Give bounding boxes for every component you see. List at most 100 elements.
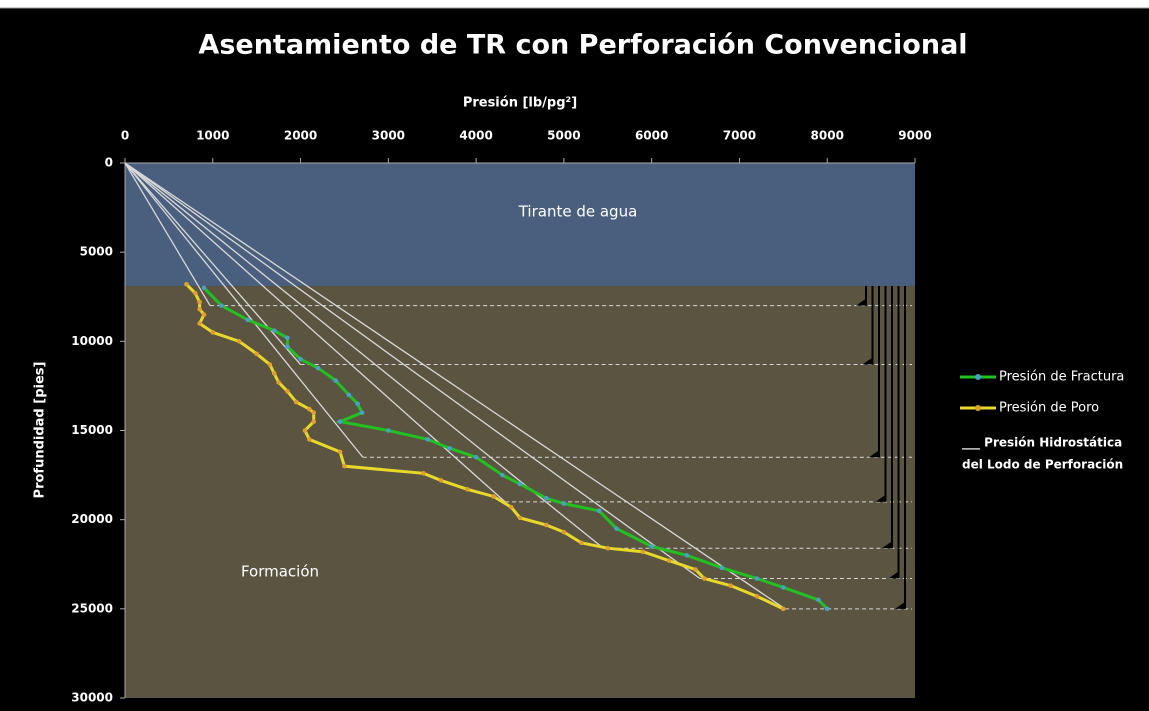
point-marker xyxy=(271,371,277,376)
legend-label: Presión de Fractura xyxy=(999,370,1124,385)
point-marker xyxy=(311,410,317,415)
legend-note: del Lodo de Perforación xyxy=(962,458,1123,472)
x-tick-label: 6000 xyxy=(635,129,668,143)
point-marker xyxy=(285,344,290,349)
legend-label: Presión de Poro xyxy=(999,401,1099,416)
point-marker xyxy=(197,299,202,305)
point-marker xyxy=(210,330,216,335)
point-marker xyxy=(666,558,672,563)
region-label: Tirante de agua xyxy=(518,203,638,221)
point-marker xyxy=(276,380,281,385)
x-tick-label: 5000 xyxy=(547,129,580,143)
mud-line xyxy=(124,162,364,458)
series-line xyxy=(185,283,784,611)
point-marker xyxy=(337,449,343,455)
point-marker xyxy=(267,362,273,367)
point-marker xyxy=(517,515,523,521)
y-tick-label: 20000 xyxy=(71,512,113,526)
casing-shoe xyxy=(888,571,899,579)
point-marker xyxy=(596,508,602,514)
point-marker xyxy=(219,303,224,308)
point-marker xyxy=(684,553,690,558)
point-marker xyxy=(693,567,698,572)
point-marker xyxy=(508,504,514,510)
chart-title: Asentamiento de TR con Perforación Conve… xyxy=(198,30,967,61)
casing-shoe xyxy=(856,298,866,306)
x-tick-label: 0 xyxy=(121,129,129,143)
y-tick-label: 25000 xyxy=(71,601,113,615)
y-axis-label: Profundidad [pies] xyxy=(33,362,48,499)
legend-marker xyxy=(975,405,981,411)
y-tick-label: 10000 xyxy=(71,334,113,348)
casing-shoe xyxy=(895,601,905,609)
point-marker xyxy=(816,597,821,603)
point-marker xyxy=(579,540,584,546)
point-marker xyxy=(425,437,431,442)
point-marker xyxy=(236,339,242,344)
casing-shoe xyxy=(869,450,879,458)
point-marker xyxy=(447,446,453,451)
legend-note: ___ Presión Hidrostática xyxy=(962,436,1122,451)
point-marker xyxy=(293,399,299,405)
point-marker xyxy=(298,356,303,362)
mud-line xyxy=(124,162,786,610)
point-marker xyxy=(649,544,654,549)
point-marker xyxy=(728,583,733,588)
point-marker xyxy=(421,471,426,476)
point-marker xyxy=(614,526,619,531)
point-marker xyxy=(754,576,760,581)
point-marker xyxy=(517,481,523,487)
point-marker xyxy=(640,549,646,555)
point-marker xyxy=(307,437,312,442)
casing-shoe xyxy=(882,541,892,549)
y-tick-label: 15000 xyxy=(71,423,113,437)
point-marker xyxy=(561,501,567,506)
point-marker xyxy=(311,419,317,424)
formation-region xyxy=(125,286,915,698)
point-marker xyxy=(307,406,312,412)
point-marker xyxy=(201,312,207,317)
point-marker xyxy=(184,281,189,287)
point-marker xyxy=(438,478,444,483)
legend-marker xyxy=(975,374,981,380)
point-marker xyxy=(544,522,549,528)
y-tick-label: 0 xyxy=(105,156,113,170)
x-tick-label: 9000 xyxy=(898,129,931,143)
point-marker xyxy=(754,594,760,599)
top-band xyxy=(0,0,1149,8)
point-marker xyxy=(192,290,198,296)
y-tick-label: 5000 xyxy=(80,245,113,259)
region-label: Formación xyxy=(241,563,319,581)
point-marker xyxy=(333,378,338,383)
x-tick-label: 1000 xyxy=(196,129,229,143)
point-marker xyxy=(271,328,277,333)
casing-shoe xyxy=(862,357,873,365)
point-marker xyxy=(197,321,202,326)
mud-line xyxy=(124,162,701,580)
mud-line xyxy=(124,162,211,306)
x-tick-label: 3000 xyxy=(372,129,405,143)
point-marker xyxy=(544,495,549,501)
point-marker xyxy=(561,529,567,535)
point-marker xyxy=(473,454,479,460)
x-tick-label: 8000 xyxy=(811,129,844,143)
y-tick-label: 30000 xyxy=(71,691,113,705)
x-tick-label: 4000 xyxy=(459,129,492,143)
x-axis-label: Presión [lb/pg²] xyxy=(463,96,577,111)
point-marker xyxy=(781,585,786,590)
point-marker xyxy=(302,428,308,433)
x-tick-label: 2000 xyxy=(284,129,317,143)
point-marker xyxy=(465,487,470,492)
point-marker xyxy=(315,365,321,371)
point-marker xyxy=(254,351,259,357)
point-marker xyxy=(386,428,391,433)
point-marker xyxy=(605,545,611,551)
point-marker xyxy=(500,472,505,478)
point-marker xyxy=(201,285,207,291)
point-marker xyxy=(781,606,786,612)
point-marker xyxy=(337,419,343,424)
water-region xyxy=(125,163,915,287)
point-marker xyxy=(245,317,251,323)
